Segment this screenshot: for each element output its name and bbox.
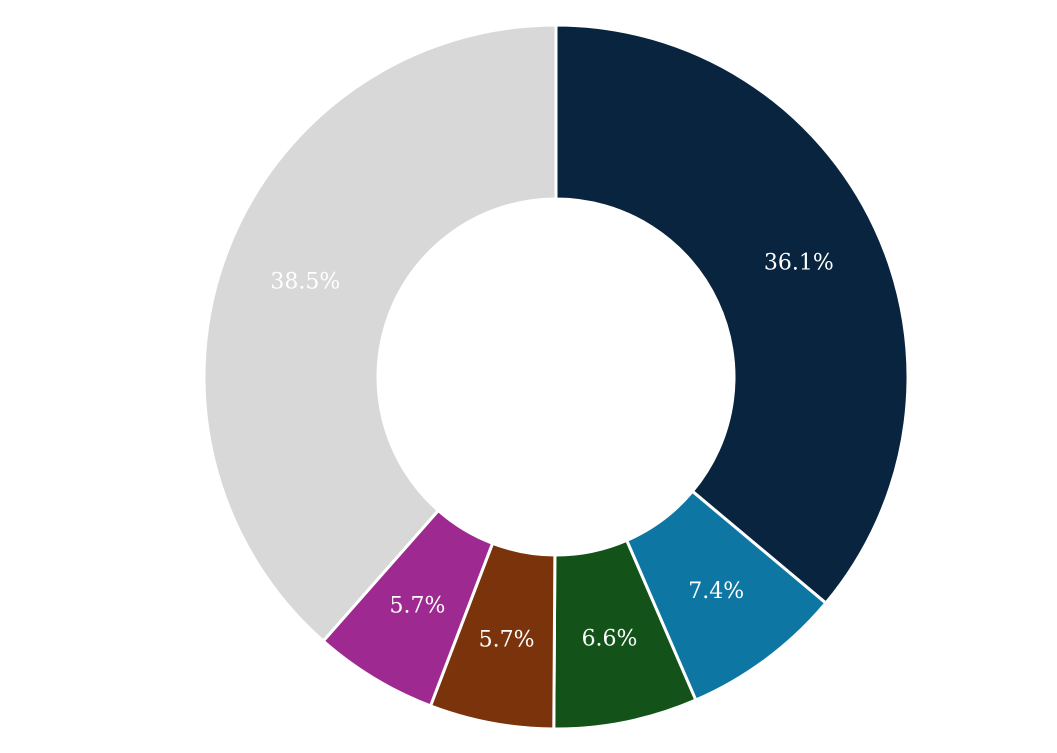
slice-label-2: 7.4% — [688, 579, 744, 604]
slice-label-3: 6.6% — [582, 627, 638, 652]
slice-label-6: 38.5% — [270, 269, 340, 294]
slice-label-4: 5.7% — [479, 627, 535, 652]
slices-layer — [202, 23, 910, 731]
slice-label-5: 5.7% — [389, 593, 445, 618]
slice-label-1: 36.1% — [764, 251, 834, 276]
labels-layer: 36.1% 7.4% 6.6% 5.7% 5.7% 38.5% — [270, 251, 833, 653]
donut-slice-1 — [554, 23, 910, 605]
donut-slice-6 — [202, 23, 558, 643]
